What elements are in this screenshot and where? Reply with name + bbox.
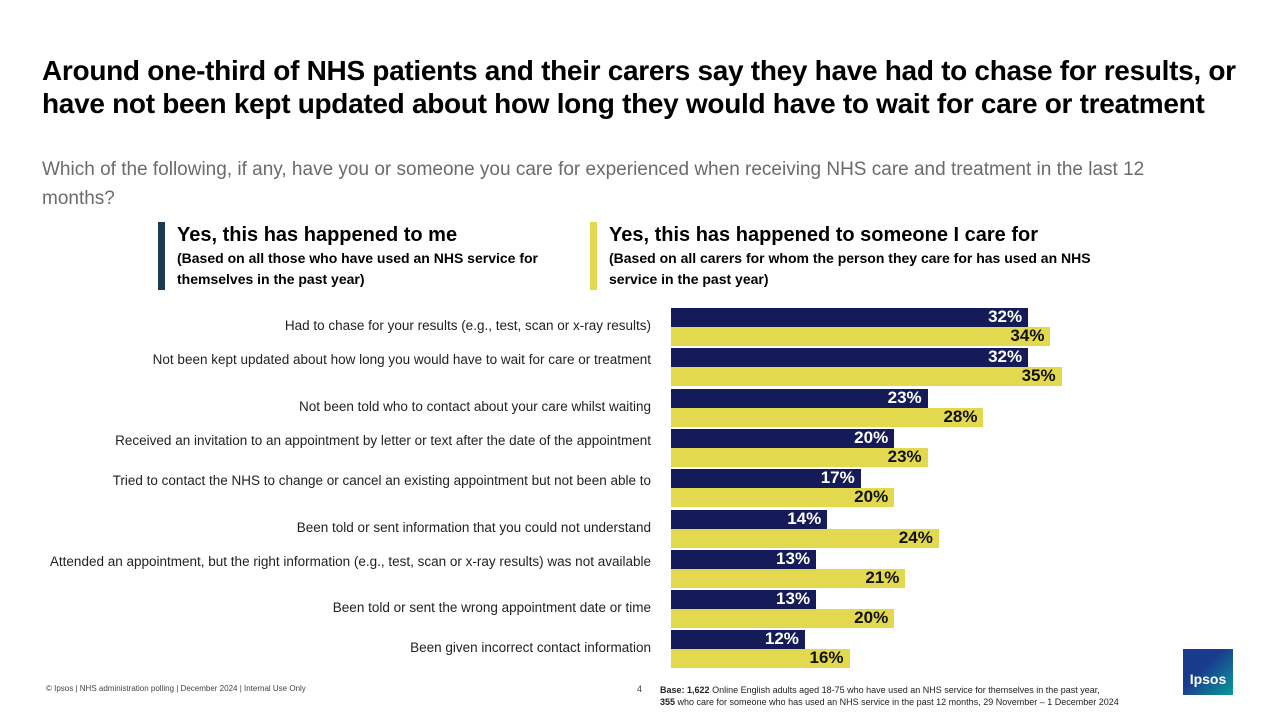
bar-carer: 23% bbox=[671, 446, 928, 467]
base-text2: who care for someone who has used an NHS… bbox=[675, 697, 1119, 707]
legend-carer: Yes, this has happened to someone I care… bbox=[590, 222, 1099, 290]
ipsos-logo: Ipsos bbox=[1183, 649, 1233, 695]
base-label: Base: bbox=[660, 685, 685, 695]
page-number: 4 bbox=[637, 684, 643, 694]
data-label: 20% bbox=[854, 487, 889, 507]
data-label: 20% bbox=[854, 608, 889, 628]
bar-me: 32% bbox=[671, 347, 1029, 368]
bar-me: 23% bbox=[671, 387, 928, 408]
base-n2: 355 bbox=[660, 697, 676, 707]
legend-carer-note: (Based on all carers for whom the person… bbox=[609, 250, 1091, 287]
legend-me: Yes, this has happened to me (Based on a… bbox=[158, 222, 547, 290]
bar-me: 12% bbox=[671, 629, 805, 650]
legend-me-note: (Based on all those who have used an NHS… bbox=[177, 250, 538, 287]
category-label: Received an invitation to an appointment… bbox=[115, 432, 651, 448]
bar-carer: 16% bbox=[671, 648, 850, 669]
data-label: 28% bbox=[943, 406, 978, 426]
data-label: 34% bbox=[1010, 326, 1045, 345]
bar-me: 17% bbox=[671, 468, 861, 489]
bar-carer: 24% bbox=[671, 527, 939, 548]
data-label: 17% bbox=[820, 468, 855, 488]
bar-carer: 28% bbox=[671, 406, 984, 427]
category-label: Been given incorrect contact information bbox=[410, 640, 651, 656]
data-label: 13% bbox=[776, 548, 811, 568]
bar-me: 13% bbox=[671, 589, 817, 610]
data-label: 14% bbox=[787, 508, 822, 528]
bar-carer: 20% bbox=[671, 608, 895, 629]
data-label: 24% bbox=[898, 527, 933, 547]
data-label: 13% bbox=[776, 589, 811, 609]
question-text: Which of the following, if any, have you… bbox=[42, 159, 1145, 209]
data-label: 32% bbox=[988, 347, 1023, 367]
data-label: 21% bbox=[865, 567, 900, 587]
data-label: 16% bbox=[809, 648, 844, 668]
category-label: Had to chase for your results (e.g., tes… bbox=[284, 318, 651, 333]
category-label: Been told or sent information that you c… bbox=[296, 519, 651, 535]
bar-me: 13% bbox=[671, 548, 817, 569]
category-label: Tried to contact the NHS to change or ca… bbox=[112, 473, 651, 489]
bar-carer: 34% bbox=[671, 326, 1051, 346]
base-n1: 1,622 bbox=[687, 685, 710, 695]
legend-carer-label: Yes, this has happened to someone I care… bbox=[609, 224, 1039, 246]
data-label: 35% bbox=[1021, 366, 1056, 386]
category-label: Not been told who to contact about your … bbox=[299, 398, 651, 414]
bar-me: 32% bbox=[671, 307, 1029, 327]
bar-carer: 20% bbox=[671, 487, 895, 508]
data-label: 12% bbox=[764, 629, 799, 649]
bar-me: 14% bbox=[671, 508, 828, 529]
slide-title: Around one-third of NHS patients and the… bbox=[42, 55, 1236, 119]
bar-me: 20% bbox=[671, 427, 895, 448]
base-text1: Online English adults aged 18-75 who hav… bbox=[709, 685, 1100, 695]
data-label: 32% bbox=[988, 307, 1023, 326]
data-label: 20% bbox=[854, 427, 889, 447]
footer: © Ipsos | NHS administration polling | D… bbox=[46, 684, 306, 693]
bar-carer: 35% bbox=[671, 366, 1062, 387]
category-label: Attended an appointment, but the right i… bbox=[49, 553, 651, 569]
data-label: 23% bbox=[887, 446, 922, 466]
category-label: Not been kept updated about how long you… bbox=[152, 352, 651, 368]
data-label: 23% bbox=[887, 387, 922, 407]
legend-me-label: Yes, this has happened to me bbox=[177, 224, 458, 246]
category-label: Been told or sent the wrong appointment … bbox=[332, 600, 651, 616]
bar-carer: 21% bbox=[671, 567, 906, 588]
base-note: Base: 1,622 Online English adults aged 1… bbox=[660, 684, 1119, 708]
bar-chart: Had to chase for your results (e.g., tes… bbox=[0, 300, 1280, 680]
